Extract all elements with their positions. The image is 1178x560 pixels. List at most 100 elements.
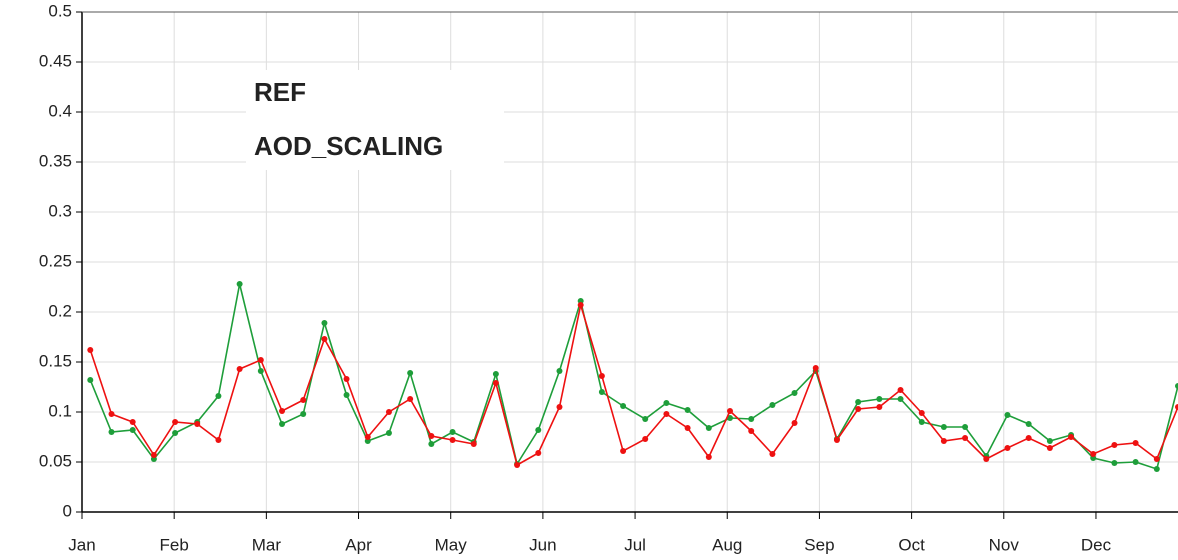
- point: [428, 441, 435, 447]
- x-tick-label: Oct: [898, 535, 925, 554]
- x-tick-label: Feb: [160, 535, 189, 554]
- x-tick-label: Mar: [252, 535, 282, 554]
- point: [918, 410, 925, 416]
- x-tick-label: Aug: [712, 535, 742, 554]
- point: [279, 408, 286, 414]
- point: [1025, 421, 1032, 427]
- point: [663, 411, 670, 417]
- point: [236, 281, 243, 287]
- point: [556, 404, 563, 410]
- point: [172, 419, 179, 425]
- point: [642, 416, 649, 422]
- point: [321, 336, 328, 342]
- point: [1111, 442, 1118, 448]
- point: [514, 462, 521, 468]
- point: [129, 419, 136, 425]
- point: [1090, 451, 1097, 457]
- point: [1025, 435, 1032, 441]
- y-tick-label: 0.45: [39, 51, 72, 70]
- point: [194, 421, 201, 427]
- point: [748, 428, 755, 434]
- point: [769, 451, 776, 457]
- y-tick-label: 0.35: [39, 151, 72, 170]
- point: [172, 430, 179, 436]
- series-line: [89, 304, 1178, 467]
- point: [407, 396, 414, 402]
- point: [385, 430, 392, 436]
- point: [108, 411, 115, 417]
- legend-label: AOD_SCALING: [254, 131, 443, 161]
- point: [129, 427, 136, 433]
- point: [364, 434, 371, 440]
- point: [343, 376, 350, 382]
- series-line: [89, 283, 1178, 471]
- point: [215, 393, 222, 399]
- y-tick-label: 0.05: [39, 451, 72, 470]
- point: [385, 409, 392, 415]
- y-tick-label: 0.5: [48, 1, 72, 20]
- point: [300, 411, 307, 417]
- point: [705, 425, 712, 431]
- point: [1175, 383, 1178, 389]
- x-tick-label: Dec: [1081, 535, 1112, 554]
- point: [257, 368, 264, 374]
- point: [1004, 412, 1011, 418]
- point: [1132, 459, 1139, 465]
- point: [962, 435, 969, 441]
- point: [620, 448, 627, 454]
- point: [556, 368, 563, 374]
- point: [663, 400, 670, 406]
- point: [492, 380, 499, 386]
- point: [598, 389, 605, 395]
- point: [940, 438, 947, 444]
- point: [962, 424, 969, 430]
- point: [343, 392, 350, 398]
- point: [791, 390, 798, 396]
- x-tick-label: Nov: [989, 535, 1020, 554]
- point: [236, 366, 243, 372]
- point: [897, 396, 904, 402]
- point: [87, 377, 94, 383]
- point: [1004, 445, 1011, 451]
- legend-box: [246, 70, 504, 170]
- point: [449, 437, 456, 443]
- point: [705, 454, 712, 460]
- point: [535, 427, 542, 433]
- point: [1111, 460, 1118, 466]
- point: [833, 437, 840, 443]
- point: [727, 408, 734, 414]
- point: [407, 370, 414, 376]
- point: [108, 429, 115, 435]
- point: [684, 425, 691, 431]
- y-tick-label: 0: [63, 501, 72, 520]
- point: [1153, 456, 1160, 462]
- point: [769, 402, 776, 408]
- point: [1046, 445, 1053, 451]
- point: [684, 407, 691, 413]
- point: [87, 347, 94, 353]
- point: [727, 415, 734, 421]
- point: [428, 433, 435, 439]
- point: [279, 421, 286, 427]
- point: [876, 396, 883, 402]
- y-tick-label: 0.2: [48, 301, 72, 320]
- point: [983, 456, 990, 462]
- x-tick-label: Jun: [529, 535, 556, 554]
- point: [812, 365, 819, 371]
- point: [215, 437, 222, 443]
- point: [918, 419, 925, 425]
- x-tick-label: Jan: [68, 535, 95, 554]
- point: [1068, 434, 1075, 440]
- x-tick-label: Apr: [345, 535, 372, 554]
- point: [1132, 440, 1139, 446]
- point: [470, 441, 477, 447]
- point: [449, 429, 456, 435]
- y-tick-label: 0.25: [39, 251, 72, 270]
- legend-label: REF: [254, 77, 306, 107]
- y-tick-label: 0.15: [39, 351, 72, 370]
- y-tick-label: 0.3: [48, 201, 72, 220]
- point: [1175, 404, 1178, 410]
- point: [855, 406, 862, 412]
- point: [791, 420, 798, 426]
